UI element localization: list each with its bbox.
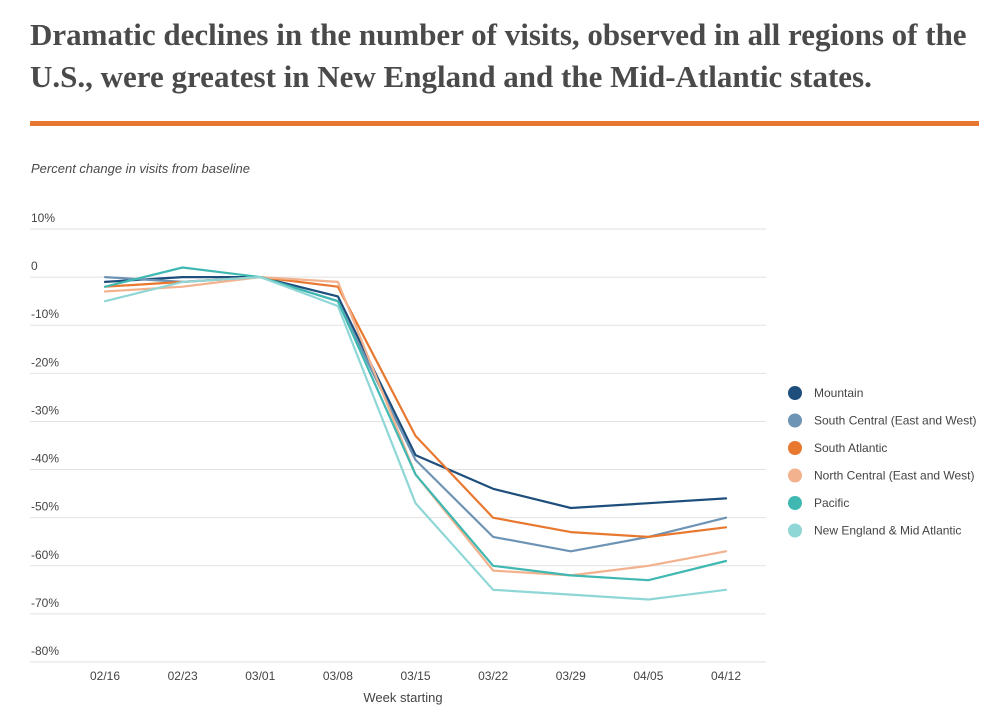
x-tick-label: 03/01 — [245, 669, 275, 683]
series-line — [103, 266, 728, 582]
y-tick-label: 0 — [31, 259, 38, 273]
legend-label: South Atlantic — [814, 441, 887, 455]
y-tick-label: -40% — [31, 452, 59, 466]
legend-swatch — [788, 386, 802, 400]
y-tick-label: -60% — [31, 548, 59, 562]
series-line — [103, 276, 728, 577]
legend-label: New England & Mid Atlantic — [814, 524, 961, 538]
y-tick-label: -50% — [31, 500, 59, 514]
headline-divider — [30, 121, 979, 126]
series-lines — [103, 266, 728, 601]
y-axis-label: Percent change in visits from baseline — [31, 161, 250, 176]
chart-headline: Dramatic declines in the number of visit… — [30, 17, 967, 94]
legend-label: Pacific — [814, 496, 849, 510]
x-tick-labels: 02/16 02/23 03/01 03/08 03/15 03/22 03/29 04/05… — [90, 669, 741, 683]
x-axis-label: Week starting — [363, 690, 442, 705]
x-tick-label: 04/05 — [633, 669, 663, 683]
x-tick-label: 02/16 — [90, 669, 120, 683]
series-line — [103, 276, 728, 539]
x-tick-label: 03/15 — [400, 669, 430, 683]
y-tick-label: 10% — [31, 211, 55, 225]
y-tick-labels: 10% 0 -10% -20% -30% -40% -50% -60% -70% -80% — [31, 211, 59, 658]
series-line — [103, 276, 728, 553]
x-tick-label: 02/23 — [168, 669, 198, 683]
series-line — [103, 276, 728, 510]
legend-swatch — [788, 441, 802, 455]
y-tick-label: -10% — [31, 307, 59, 321]
legend-label: North Central (East and West) — [814, 469, 975, 483]
legend: Mountain South Central (East and West) Sou… — [788, 386, 977, 538]
y-tick-label: -30% — [31, 403, 59, 417]
x-tick-label: 03/22 — [478, 669, 508, 683]
grid-lines — [30, 228, 766, 663]
legend-swatch — [788, 468, 802, 483]
y-tick-label: -80% — [31, 644, 59, 658]
x-tick-label: 03/08 — [323, 669, 353, 683]
legend-swatch — [788, 523, 802, 538]
x-tick-label: 03/29 — [556, 669, 586, 683]
legend-label: South Central (East and West) — [814, 414, 977, 428]
legend-swatch — [788, 496, 802, 510]
legend-label: Mountain — [814, 386, 863, 400]
y-tick-label: -70% — [31, 596, 59, 610]
x-tick-label: 04/12 — [711, 669, 741, 683]
legend-swatch — [788, 413, 802, 428]
series-line — [103, 276, 728, 601]
y-tick-label: -20% — [31, 355, 59, 369]
